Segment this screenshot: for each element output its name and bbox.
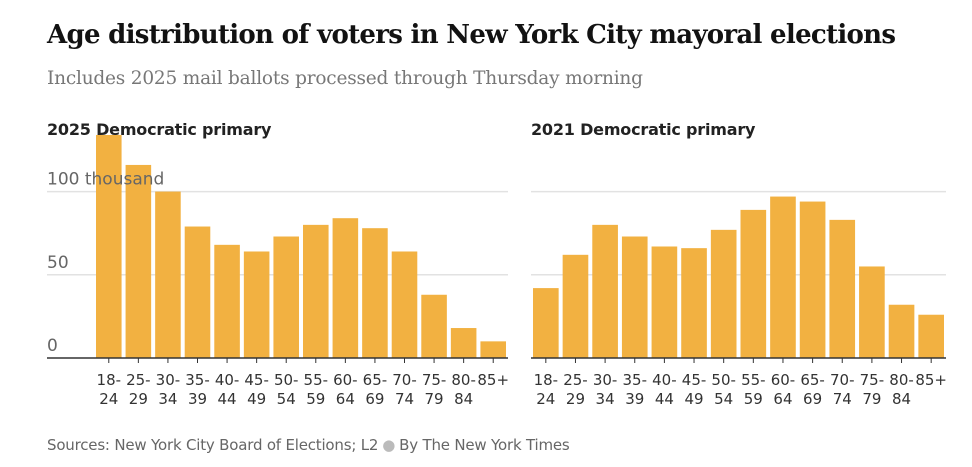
x-tick-label-50-54: 54 bbox=[714, 390, 733, 408]
bar-30-34 bbox=[592, 224, 618, 358]
x-tick-label-75-79: 79 bbox=[425, 390, 444, 408]
bar-80-84 bbox=[888, 304, 915, 358]
x-tick-label-65-69: 69 bbox=[365, 390, 384, 408]
x-tick-label-70-74: 74 bbox=[833, 390, 852, 408]
x-tick-label-55-59: 55- bbox=[304, 371, 329, 389]
x-tick-label-30-34: 30- bbox=[593, 371, 618, 389]
x-tick-label-25-29: 29 bbox=[129, 390, 148, 408]
x-tick-label-45-49: 49 bbox=[684, 390, 703, 408]
bar-80-84 bbox=[450, 328, 477, 358]
bar-70-74 bbox=[829, 219, 856, 358]
x-tick-label-70-74: 70- bbox=[830, 371, 855, 389]
bar-85+ bbox=[918, 314, 944, 358]
bar-65-69 bbox=[799, 201, 826, 358]
x-tick-label-60-64: 60- bbox=[771, 371, 796, 389]
x-tick-label-45-49: 49 bbox=[247, 390, 266, 408]
chart-title: Age distribution of voters in New York C… bbox=[47, 20, 896, 50]
bar-18-24 bbox=[96, 134, 122, 358]
bar-75-79 bbox=[421, 294, 447, 358]
bar-50-54 bbox=[273, 236, 299, 358]
byline: By The New York Times bbox=[399, 436, 570, 454]
x-tick-label-75-79: 79 bbox=[862, 390, 881, 408]
bar-35-39 bbox=[184, 226, 211, 358]
y-tick-label-100: 100 thousand bbox=[47, 170, 164, 190]
bar-55-59 bbox=[303, 224, 329, 358]
bar-35-39 bbox=[621, 236, 648, 358]
x-tick-label-45-49: 45- bbox=[244, 371, 269, 389]
bar-40-44 bbox=[651, 246, 678, 358]
bar-60-64 bbox=[332, 218, 359, 358]
x-tick-label-80-84: 84 bbox=[892, 390, 911, 408]
x-tick-label-80-84: 84 bbox=[454, 390, 473, 408]
chart-panel-1: 18-24 25-29 30-34 35-39 40-44 45-49 50-54 55-59… bbox=[531, 190, 947, 408]
panel-title-2025: 2025 Democratic primary bbox=[47, 120, 272, 139]
y-tick-label-50: 50 bbox=[47, 253, 69, 273]
bar-25-29 bbox=[562, 254, 589, 358]
x-tick-label-18-24: 24 bbox=[536, 390, 555, 408]
x-tick-label-30-34: 34 bbox=[596, 390, 615, 408]
x-tick-label-75-79: 75- bbox=[860, 371, 885, 389]
x-tick-label-45-49: 45- bbox=[682, 371, 707, 389]
x-tick-label-65-69: 69 bbox=[803, 390, 822, 408]
bar-50-54 bbox=[710, 229, 737, 358]
bar-85+ bbox=[480, 341, 506, 358]
x-tick-label-25-29: 25- bbox=[126, 371, 151, 389]
panel-title-2021: 2021 Democratic primary bbox=[531, 120, 756, 139]
source-text: Sources: New York City Board of Election… bbox=[47, 436, 379, 454]
chart-subtitle: Includes 2025 mail ballots processed thr… bbox=[47, 68, 643, 89]
x-tick-label-35-39: 39 bbox=[188, 390, 207, 408]
bar-30-34 bbox=[155, 191, 181, 358]
x-tick-label-60-64: 64 bbox=[773, 390, 792, 408]
source-line: Sources: New York City Board of Election… bbox=[47, 436, 570, 454]
x-tick-label-65-69: 65- bbox=[800, 371, 825, 389]
bar-60-64 bbox=[770, 196, 796, 358]
x-tick-label-50-54: 50- bbox=[711, 371, 736, 389]
x-tick-label-40-44: 44 bbox=[655, 390, 674, 408]
x-tick-label-75-79: 75- bbox=[422, 371, 447, 389]
x-tick-label-18-24: 18- bbox=[534, 371, 559, 389]
x-tick-label-70-74: 70- bbox=[392, 371, 417, 389]
x-tick-label-50-54: 50- bbox=[274, 371, 299, 389]
x-tick-label-70-74: 74 bbox=[395, 390, 414, 408]
x-tick-label-55-59: 59 bbox=[744, 390, 763, 408]
bar-25-29 bbox=[125, 164, 152, 358]
x-tick-label-50-54: 54 bbox=[277, 390, 296, 408]
x-tick-label-30-34: 34 bbox=[158, 390, 177, 408]
bar-18-24 bbox=[533, 288, 559, 358]
x-tick-label-80-84: 80- bbox=[451, 371, 476, 389]
bar-65-69 bbox=[362, 228, 388, 358]
x-tick-label-85+: 85+ bbox=[477, 371, 509, 389]
x-tick-label-60-64: 60- bbox=[333, 371, 358, 389]
x-tick-label-18-24: 24 bbox=[99, 390, 118, 408]
x-tick-label-40-44: 40- bbox=[652, 371, 677, 389]
bar-45-49 bbox=[243, 251, 270, 358]
x-tick-label-35-39: 35- bbox=[185, 371, 210, 389]
bar-75-79 bbox=[859, 266, 885, 358]
x-tick-label-18-24: 18- bbox=[97, 371, 122, 389]
x-tick-label-85+: 85+ bbox=[915, 371, 947, 389]
x-tick-label-30-34: 30- bbox=[156, 371, 181, 389]
x-tick-label-35-39: 39 bbox=[625, 390, 644, 408]
x-tick-label-55-59: 55- bbox=[741, 371, 766, 389]
x-tick-label-25-29: 29 bbox=[566, 390, 585, 408]
bar-55-59 bbox=[740, 209, 767, 358]
x-tick-label-25-29: 25- bbox=[563, 371, 588, 389]
x-tick-label-40-44: 40- bbox=[215, 371, 240, 389]
x-tick-label-55-59: 59 bbox=[306, 390, 325, 408]
bar-40-44 bbox=[214, 244, 240, 358]
y-tick-label-0: 0 bbox=[47, 336, 58, 356]
separator-dot-icon: ● bbox=[382, 436, 396, 454]
chart-panel-0: 0 50 100 thousand 18-24 25-29 30-34 35-39 40-44… bbox=[47, 134, 509, 408]
x-tick-label-35-39: 35- bbox=[623, 371, 648, 389]
x-tick-label-80-84: 80- bbox=[889, 371, 914, 389]
bar-45-49 bbox=[681, 248, 707, 358]
x-tick-label-40-44: 44 bbox=[218, 390, 237, 408]
bar-70-74 bbox=[391, 251, 418, 358]
x-tick-label-60-64: 64 bbox=[336, 390, 355, 408]
x-tick-label-65-69: 65- bbox=[363, 371, 388, 389]
